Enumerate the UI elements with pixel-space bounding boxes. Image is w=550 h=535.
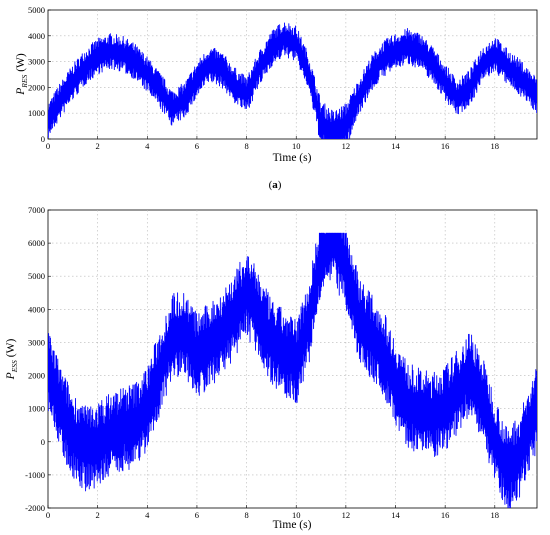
series-line bbox=[48, 22, 537, 139]
x-tick-label: 14 bbox=[391, 141, 400, 151]
y-tick-label: 1000 bbox=[28, 108, 45, 118]
y-axis-label-unit: (W) bbox=[15, 53, 27, 72]
x-tick-label: 0 bbox=[46, 141, 50, 151]
x-tick-label: 0 bbox=[46, 510, 50, 520]
y-tick-label: 4000 bbox=[28, 304, 45, 314]
y-axis-label: PRES (W) bbox=[15, 53, 29, 96]
x-tick-label: 10 bbox=[292, 510, 301, 520]
x-tick-label: 18 bbox=[491, 510, 500, 520]
svg-text:PRES(W): PRES (W) bbox=[15, 53, 29, 96]
y-axis-label-unit: (W) bbox=[5, 339, 17, 358]
panel-label-a: (a) bbox=[269, 179, 282, 191]
x-tick-label: 8 bbox=[244, 141, 248, 151]
y-axis-label: PESS (W) bbox=[5, 339, 19, 381]
x-axis-label: Time (s) bbox=[273, 519, 312, 531]
axis-ticks: 0 2 4 6 8 10 12 14 16 18 -2000 -1000 0 1000 2000 3000 40… bbox=[25, 205, 499, 520]
x-tick-label: 16 bbox=[441, 510, 450, 520]
series-ess-power bbox=[48, 232, 537, 508]
chart-panel-ess: 0 2 4 6 8 10 12 14 16 18 -2000 -1000 0 1000 2000 3000 40… bbox=[5, 205, 538, 531]
x-tick-label: 14 bbox=[391, 510, 400, 520]
x-tick-label: 12 bbox=[342, 510, 351, 520]
y-tick-label: 0 bbox=[41, 437, 45, 447]
y-tick-label: 6000 bbox=[28, 238, 45, 248]
x-tick-label: 18 bbox=[491, 141, 500, 151]
y-tick-label: 4000 bbox=[28, 31, 45, 41]
y-tick-label: 3000 bbox=[28, 337, 45, 347]
x-axis-label: Time (s) bbox=[273, 152, 312, 164]
x-tick-label: 6 bbox=[195, 510, 199, 520]
x-tick-label: 16 bbox=[441, 141, 450, 151]
x-tick-label: 2 bbox=[96, 510, 100, 520]
x-tick-label: 8 bbox=[244, 510, 248, 520]
x-tick-label: 4 bbox=[145, 141, 150, 151]
y-axis-label-main: P bbox=[5, 372, 17, 380]
x-tick-label: 4 bbox=[145, 510, 150, 520]
y-axis-label-main: P bbox=[15, 88, 27, 96]
y-tick-label: 7000 bbox=[28, 205, 45, 215]
x-tick-label: 2 bbox=[96, 141, 100, 151]
y-tick-label: 0 bbox=[41, 134, 45, 144]
x-tick-label: 12 bbox=[342, 141, 351, 151]
y-axis-label-subscript: ESS bbox=[10, 360, 19, 373]
y-tick-label: 2000 bbox=[28, 371, 45, 381]
svg-text:PESS(W): PESS (W) bbox=[5, 339, 19, 381]
chart-panel-res: 0 2 4 6 8 10 12 14 16 18 0 1000 2000 3000 4000 5000 Tim… bbox=[15, 5, 538, 191]
y-tick-label: 1000 bbox=[28, 404, 45, 414]
x-tick-label: 10 bbox=[292, 141, 301, 151]
y-tick-label: -2000 bbox=[25, 503, 45, 513]
x-tick-label: 6 bbox=[195, 141, 199, 151]
series-res-power bbox=[48, 22, 537, 139]
y-tick-label: 2000 bbox=[28, 82, 45, 92]
y-tick-label: 3000 bbox=[28, 57, 45, 67]
series-line bbox=[48, 232, 537, 508]
plot-area bbox=[48, 22, 537, 139]
axis-ticks: 0 2 4 6 8 10 12 14 16 18 0 1000 2000 3000 4000 5000 bbox=[28, 5, 499, 151]
y-tick-label: -1000 bbox=[25, 470, 45, 480]
plot-area bbox=[48, 232, 537, 508]
y-axis-label-subscript: RES bbox=[20, 75, 29, 89]
y-tick-label: 5000 bbox=[28, 5, 45, 15]
y-tick-label: 5000 bbox=[28, 271, 45, 281]
